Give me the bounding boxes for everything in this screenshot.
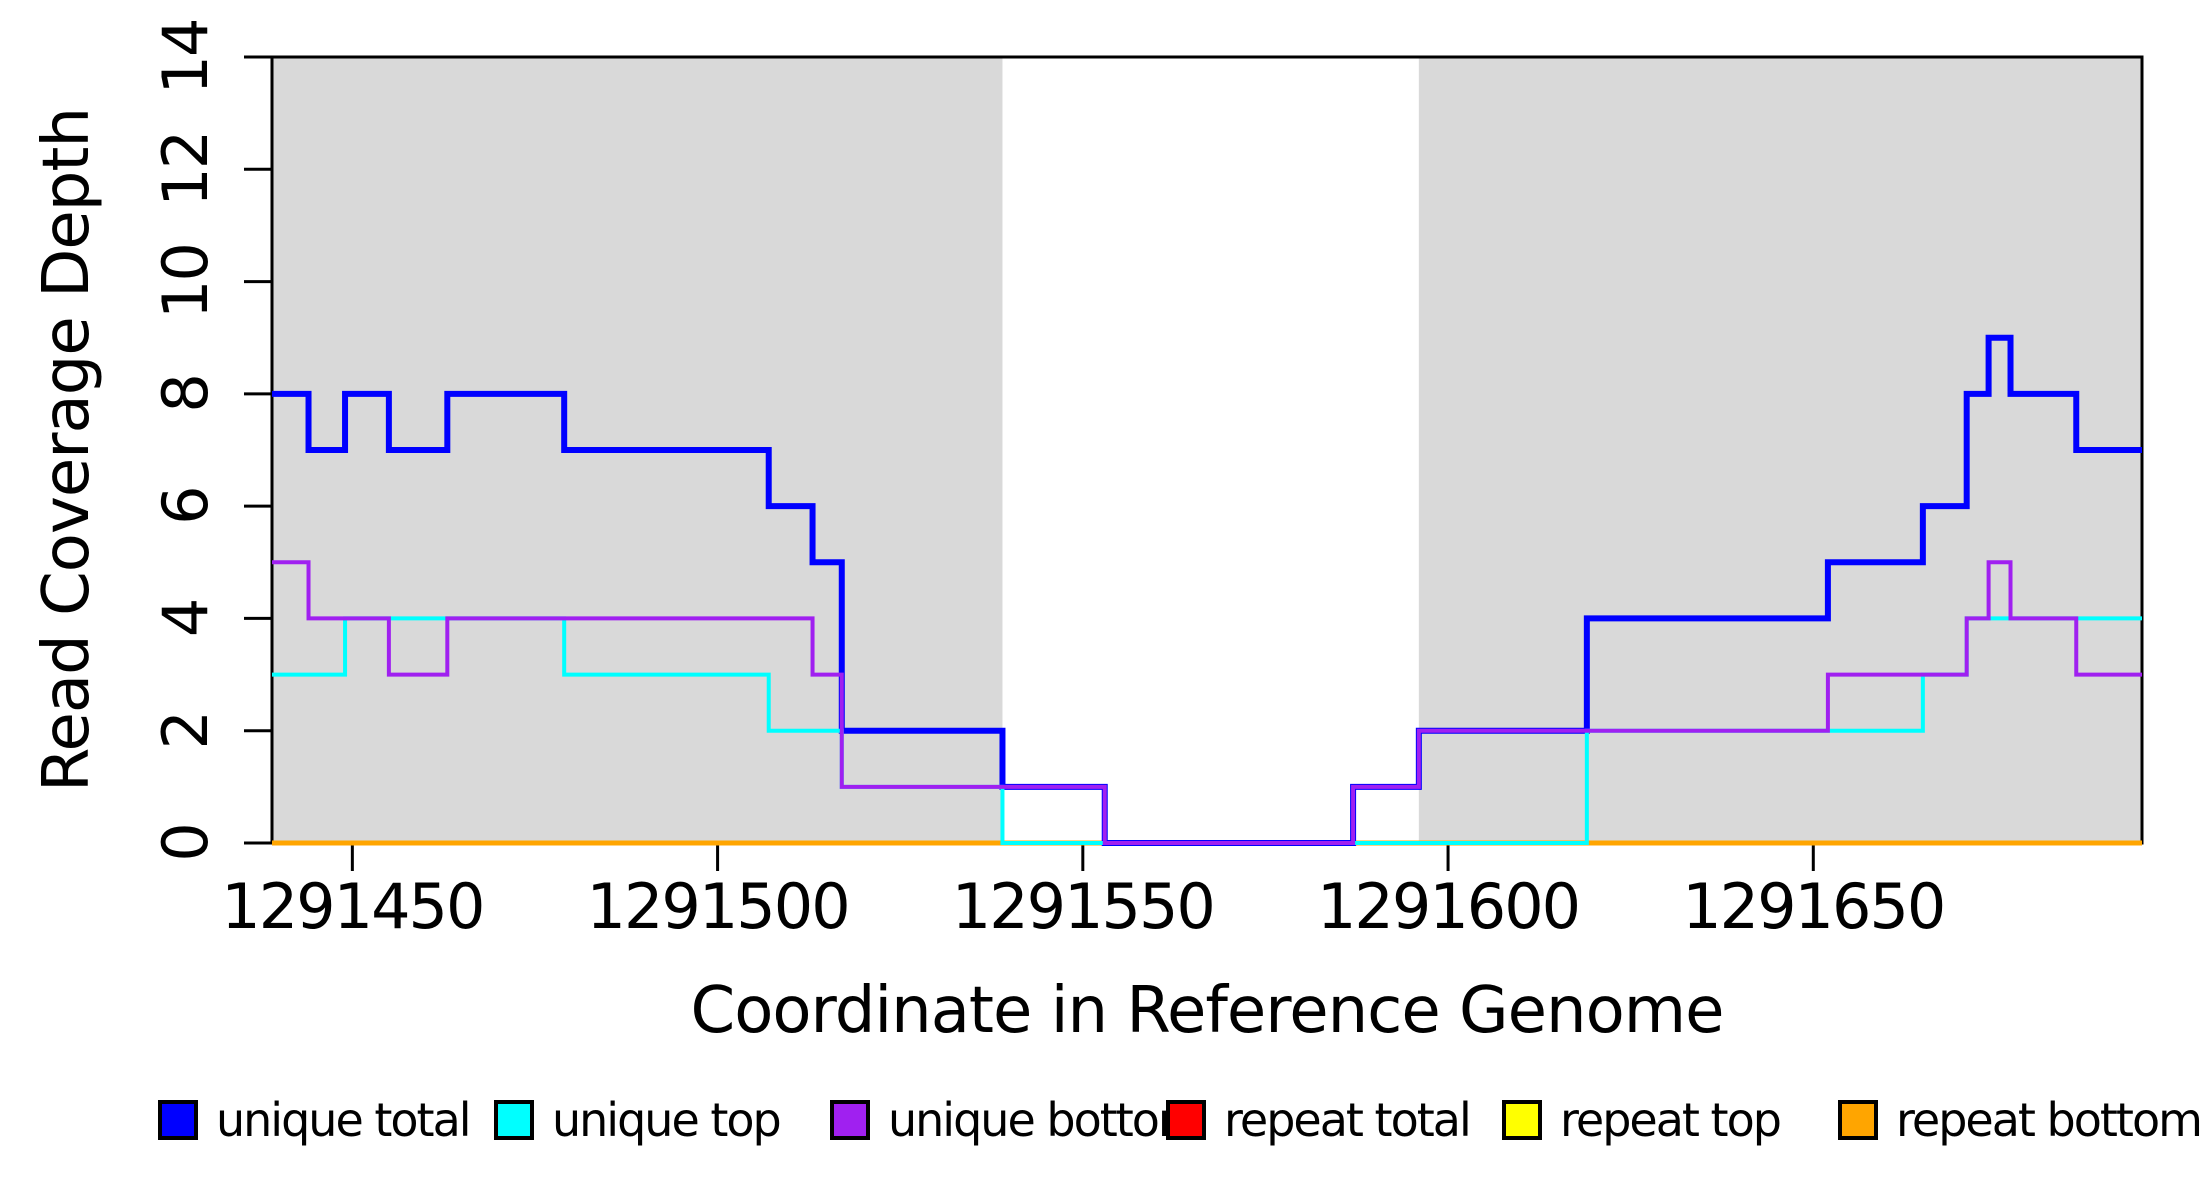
y-tick-label: 2: [149, 712, 222, 749]
y-tick-label: 4: [149, 600, 222, 637]
axis-ticks: [244, 55, 1815, 871]
y-tick-label: 8: [149, 375, 222, 412]
axis-tick-labels: 1291450 1291500 1291550 1291600 1291650 0 2 4 6 8…: [149, 20, 1946, 943]
y-tick-label: 0: [149, 824, 222, 861]
shaded-region: [1418, 57, 2142, 843]
x-tick-label: 1291450: [221, 870, 483, 943]
x-axis-title: Coordinate in Reference Genome: [691, 974, 1724, 1048]
x-tick-label: 1291500: [587, 870, 849, 943]
y-tick-label: 10: [149, 244, 222, 319]
x-tick-label: 1291650: [1682, 870, 1944, 943]
x-tick-label: 1291600: [1317, 870, 1579, 943]
y-axis-title: Read Coverage Depth: [30, 108, 104, 792]
shaded-unique-regions: [272, 57, 2142, 843]
series-line-unique-bottom: [272, 560, 2142, 845]
x-tick-label: 1291550: [952, 870, 1214, 943]
y-tick-label: 6: [149, 487, 222, 524]
coverage-series-lines: [272, 334, 2142, 846]
y-tick-label: 12: [149, 132, 222, 207]
y-tick-label: 14: [149, 20, 222, 95]
